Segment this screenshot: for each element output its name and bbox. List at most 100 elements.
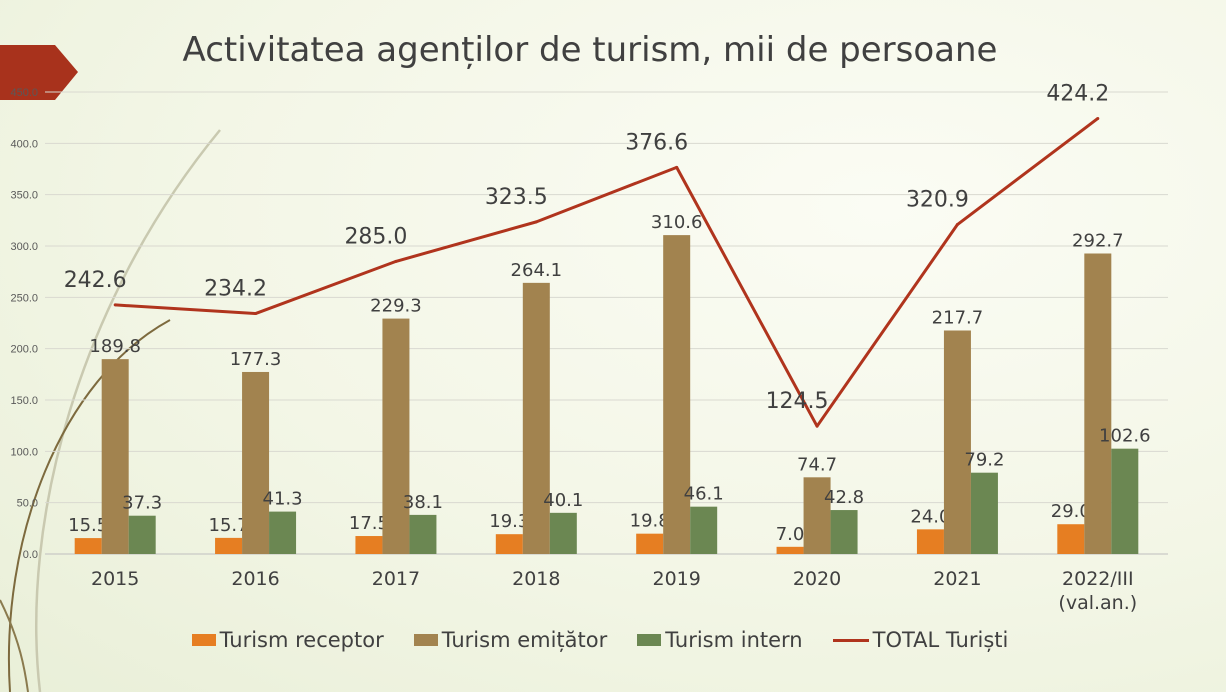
data-label: 41.3	[263, 489, 303, 510]
bar-intern	[1111, 448, 1139, 554]
total-data-label: 124.5	[766, 389, 829, 414]
legend-swatch-intern	[637, 634, 662, 646]
total-point	[113, 303, 117, 307]
legend-swatch-total	[832, 638, 869, 642]
bar-receptor	[776, 546, 804, 554]
legend-item-intern: Turism intern	[637, 628, 803, 652]
total-point	[815, 424, 819, 428]
total-data-label: 323.5	[485, 185, 548, 210]
total-point	[1096, 116, 1100, 120]
chart-title: Activitatea agenților de turism, mii de …	[182, 30, 998, 70]
y-tick-label: 150.0	[10, 395, 38, 407]
y-tick-label: 300.0	[10, 241, 38, 253]
data-label: 177.3	[230, 349, 282, 370]
bar-emitator	[943, 330, 971, 554]
data-label: 15.5	[68, 515, 108, 536]
total-point	[394, 259, 398, 263]
total-point	[254, 312, 258, 316]
decor-curve	[0, 599, 29, 692]
legend-swatch-receptor	[191, 634, 216, 646]
data-label: 217.7	[932, 307, 984, 328]
bar-intern	[830, 510, 858, 554]
total-line	[115, 117, 1099, 428]
data-label: 79.2	[964, 450, 1004, 471]
legend-label-total: TOTAL Turiști	[872, 628, 1009, 652]
data-label: 19.3	[489, 511, 529, 532]
data-label: 264.1	[511, 260, 563, 281]
data-label: 29.0	[1051, 501, 1091, 522]
bar-receptor	[215, 537, 243, 554]
x-tick-label: 2016	[231, 568, 279, 590]
y-tick-label: 50.0	[17, 498, 38, 510]
bar-intern	[269, 511, 297, 554]
bar-intern	[690, 506, 718, 554]
data-label: 17.5	[349, 513, 389, 534]
bar-emitator	[382, 318, 410, 554]
y-tick-label: 350.0	[10, 190, 38, 202]
bar-emitator	[1084, 253, 1112, 554]
legend-item-total: TOTAL Turiști	[832, 628, 1009, 652]
total-data-label: 424.2	[1046, 81, 1109, 106]
data-label: 189.8	[89, 336, 141, 357]
bar-receptor	[636, 533, 664, 554]
bar-receptor	[495, 534, 523, 554]
x-tick-label: 2019	[653, 568, 701, 590]
x-tick-label: 2015	[91, 568, 139, 590]
bar-receptor	[355, 536, 383, 554]
legend-item-emitator: Turism emițător	[413, 628, 608, 652]
legend-swatch-emitator	[413, 634, 438, 646]
data-label: 38.1	[403, 492, 443, 513]
x-tick-label: 2021	[933, 568, 981, 590]
bar-receptor	[1057, 524, 1085, 554]
total-data-label: 285.0	[344, 224, 407, 249]
bar-emitator	[522, 282, 550, 554]
legend-label-emitator: Turism emițător	[441, 628, 608, 652]
data-label: 46.1	[684, 484, 724, 505]
bar-receptor	[74, 538, 102, 554]
bar-receptor	[916, 529, 944, 554]
legend-label-receptor: Turism receptor	[219, 628, 384, 652]
legend-item-receptor: Turism receptor	[191, 628, 384, 652]
data-label: 310.6	[651, 212, 703, 233]
legend-label-intern: Turism intern	[665, 628, 803, 652]
decor-curve	[7, 319, 171, 692]
total-data-label: 376.6	[625, 130, 688, 155]
bar-emitator	[663, 235, 691, 554]
bar-emitator	[101, 359, 129, 554]
y-tick-label: 450.0	[10, 87, 38, 99]
data-label: 102.6	[1099, 426, 1151, 447]
total-data-label: 320.9	[906, 188, 969, 213]
bar-emitator	[803, 477, 831, 554]
x-tick-label: 2018	[512, 568, 560, 590]
data-label: 292.7	[1072, 230, 1124, 251]
x-tick-label: 2020	[793, 568, 841, 590]
data-label: 229.3	[370, 296, 422, 317]
y-tick-label: 100.0	[10, 446, 38, 458]
data-label: 19.8	[630, 511, 670, 532]
decor-curve	[35, 129, 221, 692]
data-label: 74.7	[797, 454, 837, 475]
bar-intern	[128, 515, 156, 554]
total-point	[675, 165, 679, 169]
y-tick-label: 200.0	[10, 344, 38, 356]
y-tick-label: 400.0	[10, 138, 38, 150]
total-point	[955, 223, 959, 227]
data-label: 7.0	[776, 524, 805, 545]
bar-intern	[409, 514, 437, 554]
x-tick-label: 2022/III	[1062, 568, 1134, 590]
title-accent-arrow	[0, 45, 78, 100]
y-tick-label: 0.0	[23, 549, 38, 561]
x-tick-label: (val.an.)	[1058, 592, 1137, 614]
data-label: 40.1	[543, 490, 583, 511]
chart-legend: Turism receptor Turism emițător Turism i…	[0, 628, 1200, 652]
data-label: 37.3	[122, 493, 162, 514]
bar-intern	[970, 472, 998, 554]
x-tick-label: 2017	[372, 568, 420, 590]
total-data-label: 242.6	[64, 268, 127, 293]
data-label: 42.8	[824, 487, 864, 508]
data-label: 15.7	[209, 515, 249, 536]
total-point	[534, 220, 538, 224]
y-tick-label: 250.0	[10, 292, 38, 304]
